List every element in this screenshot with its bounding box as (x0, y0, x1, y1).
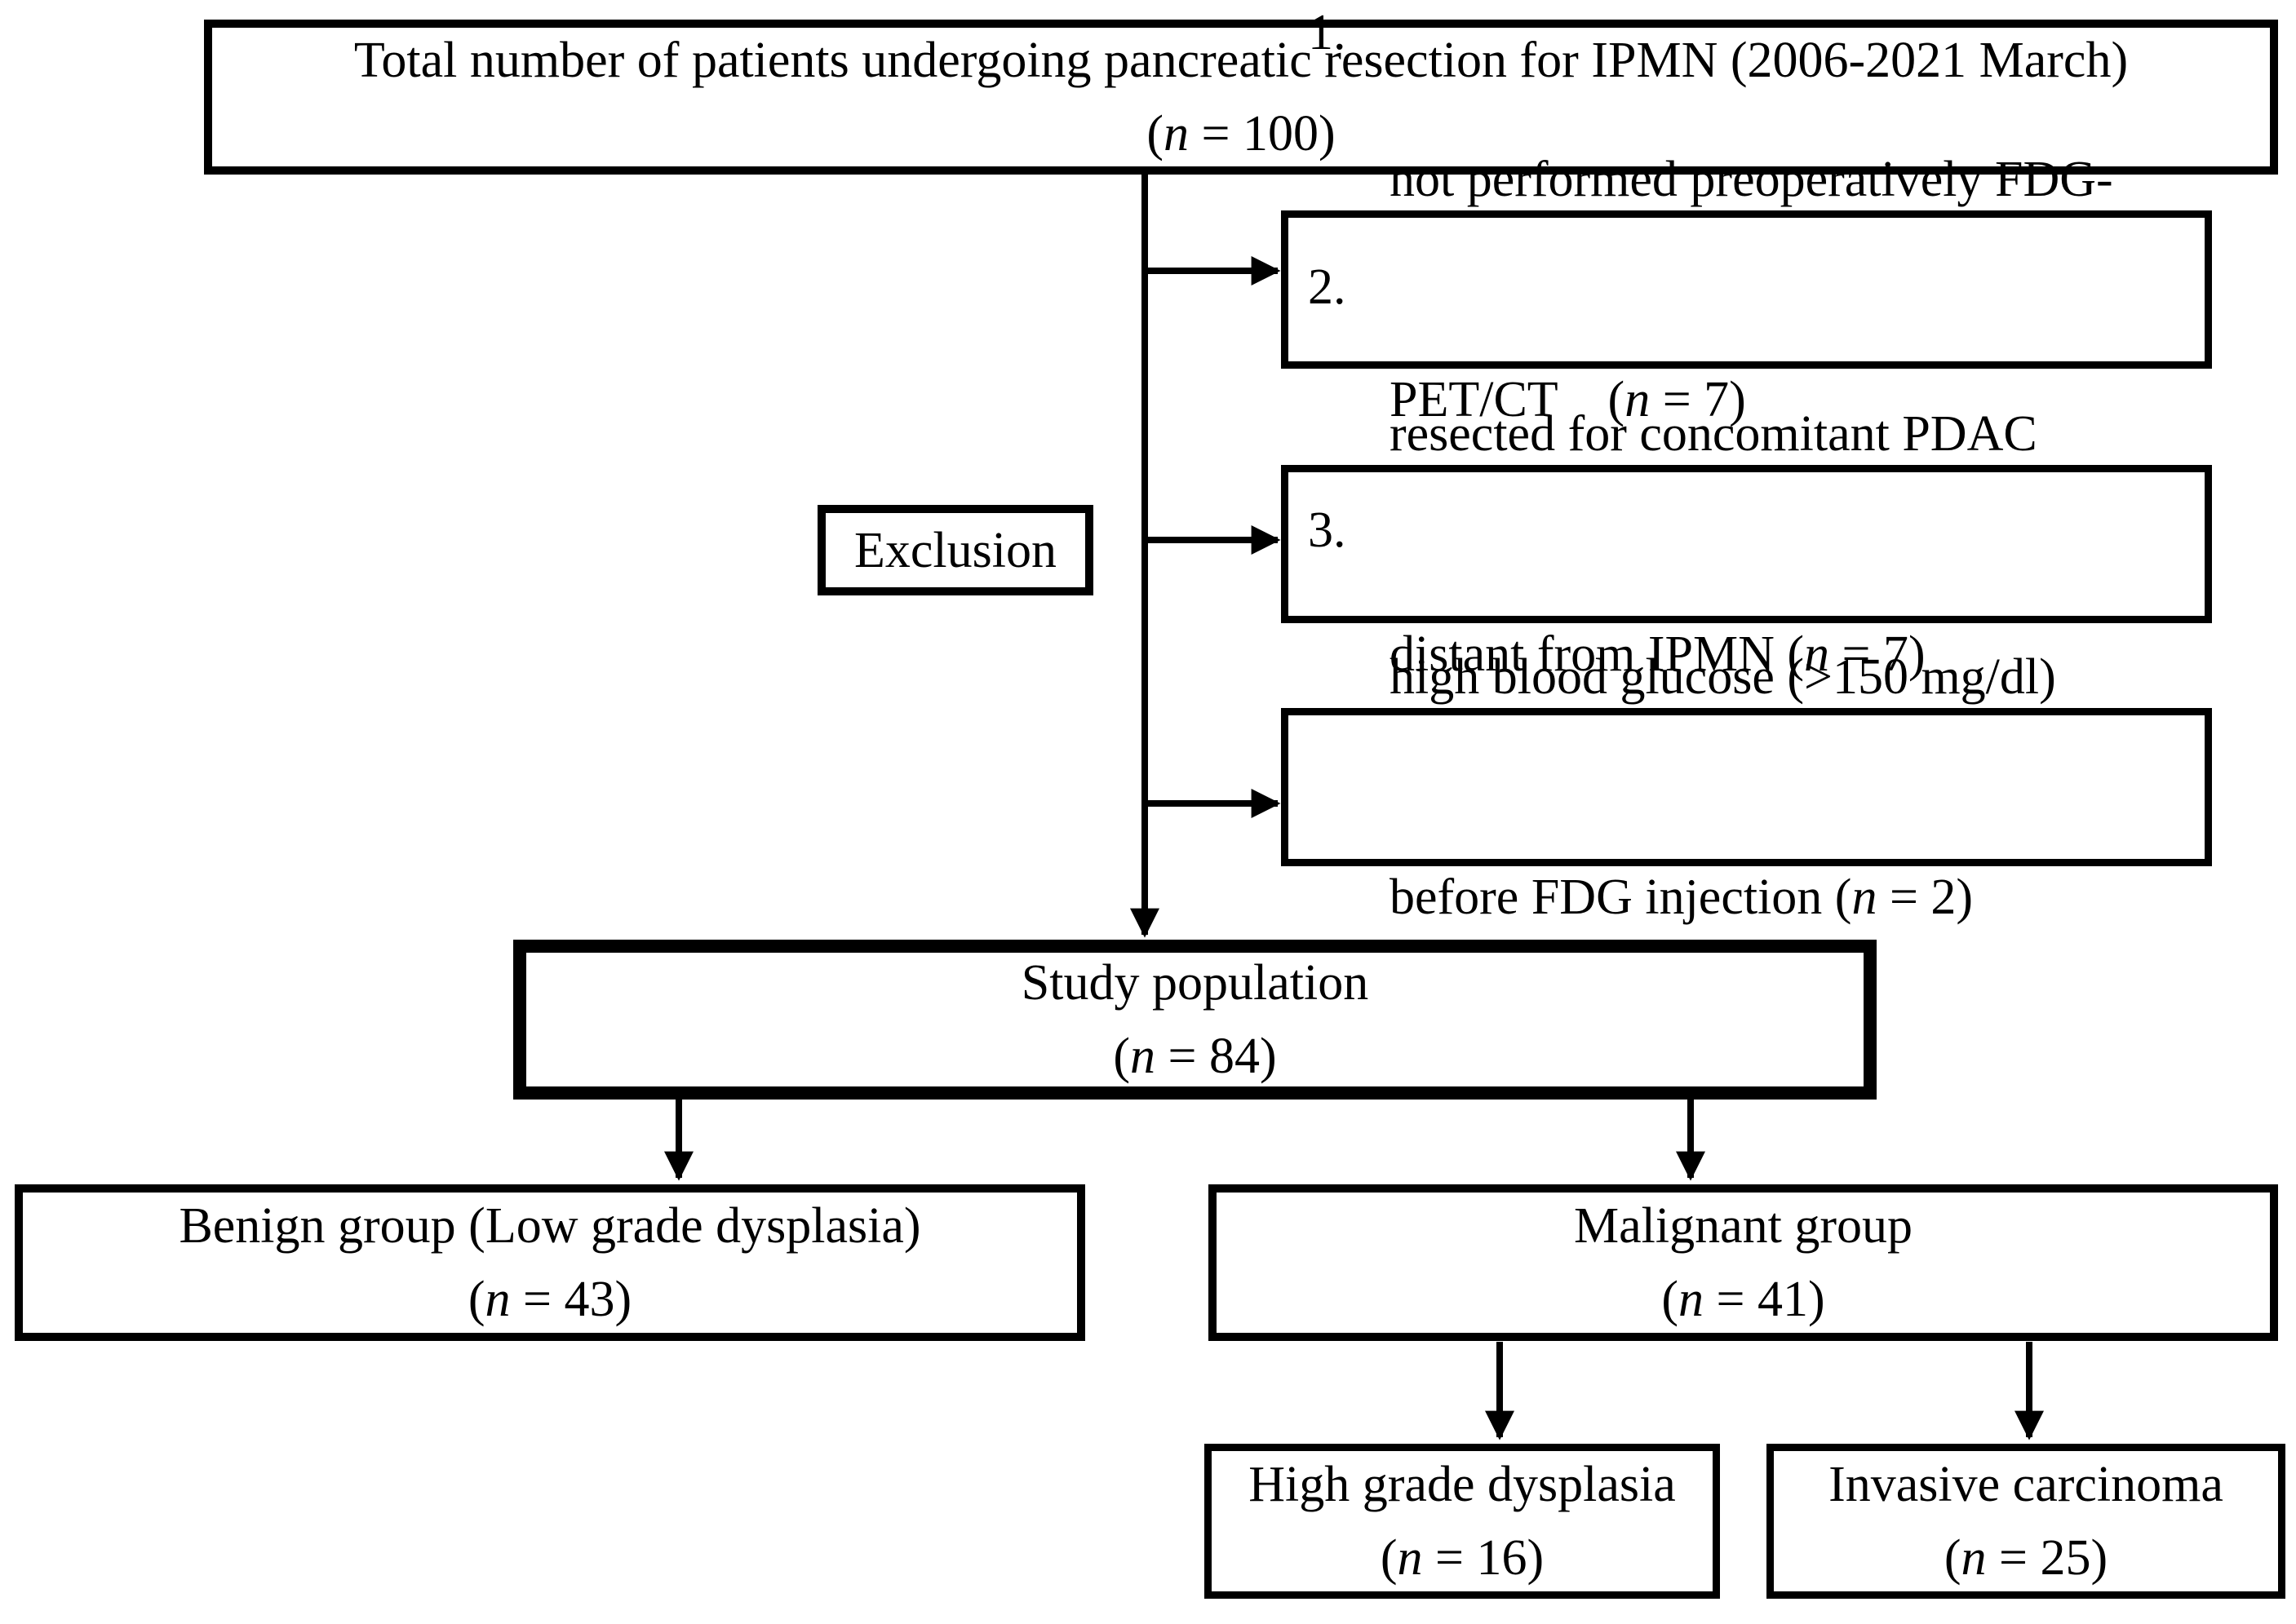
exclusion-1-line2: PET/CT (n = 7) (1390, 372, 1746, 427)
exclusion-3-number: 3. (1308, 502, 1346, 558)
box-malignant-group: Malignant group (n = 41) (1208, 1184, 2278, 1341)
box-invasive-carcinoma: Invasive carcinoma (n = 25) (1766, 1444, 2285, 1599)
box-exclusion-3: 3. high blood glucose (>150 mg/dl) befor… (1281, 502, 2212, 925)
invasive-carcinoma-count: (n = 25) (1944, 1530, 2108, 1586)
malignant-group-count: (n = 41) (1661, 1272, 1825, 1327)
exclusion-1-line1: not performed preoperatively FDG- (1390, 152, 2113, 207)
total-patients-line1: Total number of patients undergoing panc… (353, 33, 2129, 88)
exclusion-1-number: 1. (1308, 5, 1346, 60)
box-benign-group: Benign group (Low grade dysplasia) (n = … (15, 1184, 1085, 1341)
study-population-count: (n = 84) (1113, 1029, 1277, 1084)
high-grade-dysplasia-line1: High grade dysplasia (1248, 1457, 1676, 1512)
box-high-grade-dysplasia: High grade dysplasia (n = 16) (1204, 1444, 1720, 1599)
benign-group-count: (n = 43) (468, 1272, 632, 1327)
exclusion-3-line2: before FDG injection (n = 2) (1390, 870, 1974, 925)
exclusion-2-line2: distant from IPMN (n = 7) (1390, 626, 1926, 682)
benign-group-line1: Benign group (Low grade dysplasia) (179, 1198, 921, 1254)
malignant-group-line1: Malignant group (1574, 1198, 1913, 1254)
box-exclusion-1: 1. not performed preoperatively FDG- PET… (1281, 5, 2212, 427)
box-total-patients: Total number of patients undergoing panc… (204, 20, 2278, 175)
exclusion-2-number: 2. (1308, 259, 1346, 315)
invasive-carcinoma-line1: Invasive carcinoma (1828, 1457, 2223, 1512)
high-grade-dysplasia-count: (n = 16) (1380, 1530, 1545, 1586)
study-population-line1: Study population (1021, 955, 1369, 1011)
total-patients-count: (n = 100) (1146, 106, 1336, 162)
exclusion-2-line1: resected for concomitant PDAC (1390, 406, 2037, 462)
exclusion-label-text: Exclusion (854, 522, 1057, 578)
box-study-population: Study population (n = 84) (513, 940, 1877, 1100)
exclusion-3-line1: high blood glucose (>150 mg/dl) (1390, 649, 2056, 705)
box-exclusion-label: Exclusion (818, 505, 1093, 595)
box-exclusion-2: 2. resected for concomitant PDAC distant… (1281, 259, 2212, 682)
